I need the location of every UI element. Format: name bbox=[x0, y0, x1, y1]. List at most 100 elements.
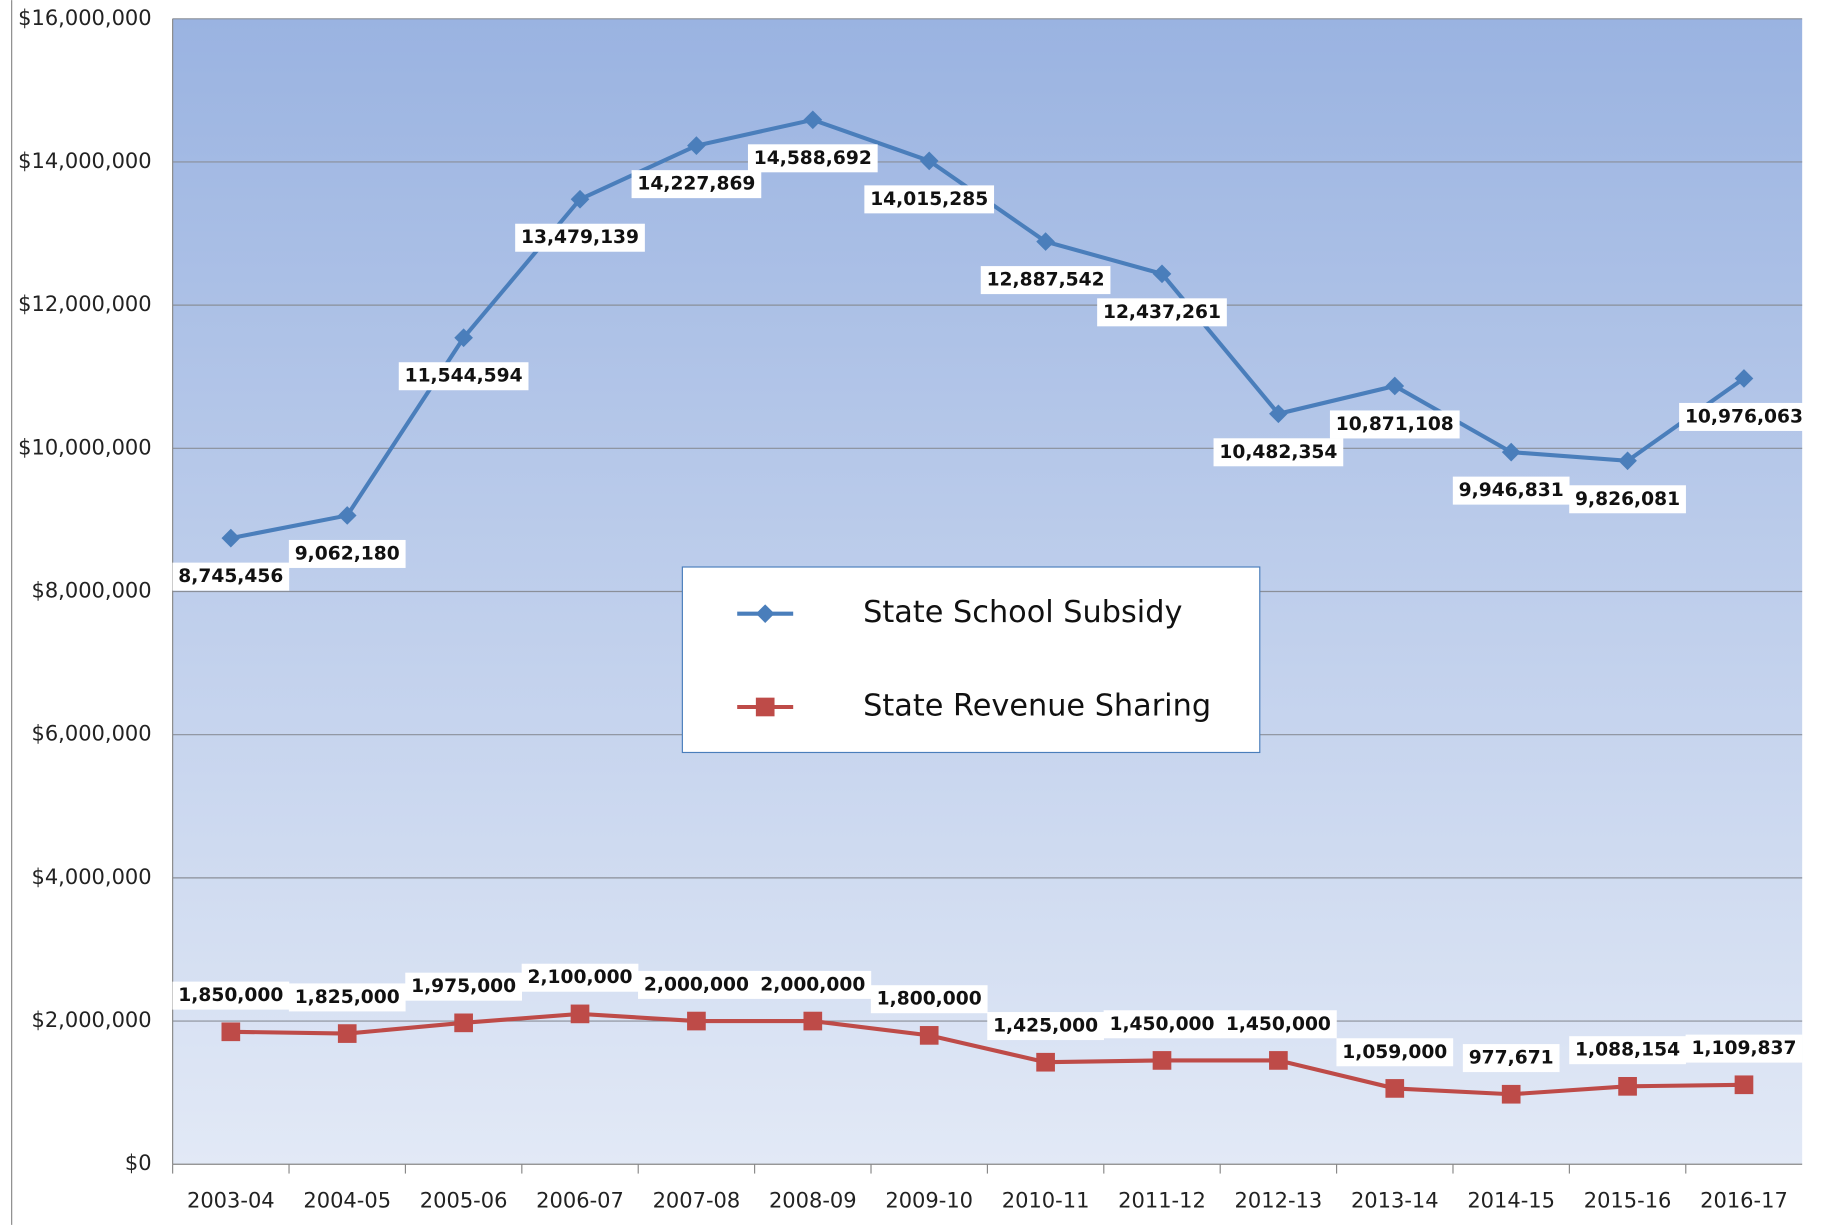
marker bbox=[1385, 1079, 1405, 1098]
x-tick-label: 2010-11 bbox=[1002, 1189, 1090, 1213]
data-label-box bbox=[864, 185, 995, 214]
data-label-box bbox=[870, 985, 988, 1014]
x-tick-label: 2015-16 bbox=[1584, 1189, 1672, 1213]
data-label: 10,871,108 bbox=[1336, 414, 1454, 435]
data-label: 2,000,000 bbox=[644, 974, 749, 995]
y-tick-label: $8,000,000 bbox=[31, 579, 151, 603]
data-label: 1,088,154 bbox=[1575, 1040, 1680, 1061]
data-label-box bbox=[172, 562, 290, 591]
marker bbox=[803, 1011, 823, 1031]
marker bbox=[919, 151, 939, 171]
data-label: 9,826,081 bbox=[1575, 489, 1680, 510]
x-tick-label: 2004-05 bbox=[303, 1189, 391, 1213]
data-label-box bbox=[288, 539, 406, 568]
marker bbox=[221, 1022, 241, 1042]
marker bbox=[1501, 1084, 1521, 1104]
data-label: 1,450,000 bbox=[1226, 1014, 1331, 1035]
data-label-box bbox=[1685, 1034, 1803, 1063]
data-label: 11,544,594 bbox=[405, 366, 523, 387]
data-label-box bbox=[1679, 402, 1809, 431]
data-label-box bbox=[405, 972, 522, 1001]
marker bbox=[755, 697, 775, 717]
marker bbox=[755, 604, 775, 623]
data-label-box bbox=[1462, 1044, 1560, 1073]
data-label: 9,062,180 bbox=[295, 543, 400, 564]
data-label-box bbox=[521, 963, 639, 992]
data-label: 1,450,000 bbox=[1109, 1014, 1214, 1035]
marker bbox=[570, 1004, 590, 1024]
y-tick-label: $12,000,000 bbox=[18, 292, 152, 316]
data-label: 9,946,831 bbox=[1459, 480, 1564, 501]
marker bbox=[1152, 264, 1172, 284]
data-label: 2,100,000 bbox=[527, 967, 632, 988]
data-label-box bbox=[638, 970, 755, 999]
marker bbox=[687, 1011, 706, 1031]
data-label: 10,976,063 bbox=[1685, 406, 1803, 427]
data-label: 12,887,542 bbox=[987, 270, 1105, 291]
data-label: 1,059,000 bbox=[1342, 1042, 1447, 1063]
y-tick-label: $6,000,000 bbox=[31, 722, 151, 746]
data-label: 1,800,000 bbox=[877, 989, 982, 1010]
data-label-box bbox=[1329, 410, 1460, 439]
data-label: 2,000,000 bbox=[760, 974, 865, 995]
data-label: 12,437,261 bbox=[1103, 302, 1221, 323]
y-tick-label: $2,000,000 bbox=[31, 1008, 151, 1032]
x-tick-label: 2013-14 bbox=[1351, 1189, 1439, 1213]
y-tick-label: $4,000,000 bbox=[31, 865, 151, 889]
data-label: 8,745,456 bbox=[178, 566, 283, 587]
x-tick-label: 2005-06 bbox=[420, 1189, 508, 1213]
data-label: 14,227,869 bbox=[637, 174, 755, 195]
legend: State School Subsidy State Revenue Sharin… bbox=[681, 566, 1261, 754]
x-tick-label: 2016-17 bbox=[1700, 1189, 1788, 1213]
x-tick-label: 2012-13 bbox=[1235, 1189, 1323, 1213]
marker bbox=[1152, 1051, 1172, 1070]
data-label-box bbox=[1097, 298, 1227, 327]
data-label-box bbox=[980, 266, 1111, 295]
x-tick-label: 2003-04 bbox=[187, 1189, 275, 1213]
data-label-box bbox=[1569, 485, 1686, 514]
marker bbox=[919, 1026, 939, 1045]
data-label-box bbox=[1452, 476, 1570, 505]
marker bbox=[337, 506, 357, 525]
legend-label: State Revenue Sharing bbox=[863, 688, 1211, 723]
data-label-box bbox=[747, 144, 878, 173]
data-label: 1,425,000 bbox=[993, 1016, 1098, 1037]
data-label: 14,588,692 bbox=[754, 148, 872, 169]
data-label: 1,850,000 bbox=[178, 985, 283, 1006]
marker bbox=[454, 1013, 473, 1033]
data-label: 1,109,837 bbox=[1691, 1038, 1796, 1059]
marker bbox=[1036, 1052, 1055, 1072]
data-label-box bbox=[1213, 438, 1344, 467]
data-label-box bbox=[515, 223, 645, 252]
data-label: 10,482,354 bbox=[1219, 442, 1337, 463]
y-tick-label: $16,000,000 bbox=[18, 6, 152, 30]
legend-label: State School Subsidy bbox=[863, 595, 1182, 630]
y-tick-label: $14,000,000 bbox=[18, 149, 152, 173]
marker bbox=[687, 136, 706, 155]
data-label-box bbox=[1569, 1036, 1686, 1065]
legend-box bbox=[681, 566, 1261, 754]
data-label: 14,015,285 bbox=[870, 189, 988, 210]
data-label: 1,975,000 bbox=[411, 976, 516, 997]
marker bbox=[337, 1024, 357, 1043]
data-label: 977,671 bbox=[1469, 1048, 1554, 1069]
data-label-box bbox=[288, 983, 406, 1012]
data-label-box bbox=[631, 170, 762, 199]
y-tick-label: $0 bbox=[125, 1151, 152, 1175]
data-label-box bbox=[987, 1012, 1104, 1041]
x-tick-label: 2008-09 bbox=[769, 1189, 857, 1213]
marker bbox=[803, 110, 823, 130]
data-label-box bbox=[398, 362, 529, 391]
data-label-box bbox=[1220, 1010, 1337, 1039]
marker bbox=[570, 189, 590, 209]
y-tick-label: $10,000,000 bbox=[18, 435, 152, 459]
marker bbox=[221, 528, 241, 548]
x-tick-label: 2006-07 bbox=[536, 1189, 624, 1213]
marker bbox=[1036, 232, 1055, 251]
marker bbox=[1734, 1075, 1754, 1095]
data-label-box bbox=[1103, 1010, 1221, 1039]
marker bbox=[1269, 1051, 1288, 1070]
data-label-box bbox=[172, 981, 290, 1010]
